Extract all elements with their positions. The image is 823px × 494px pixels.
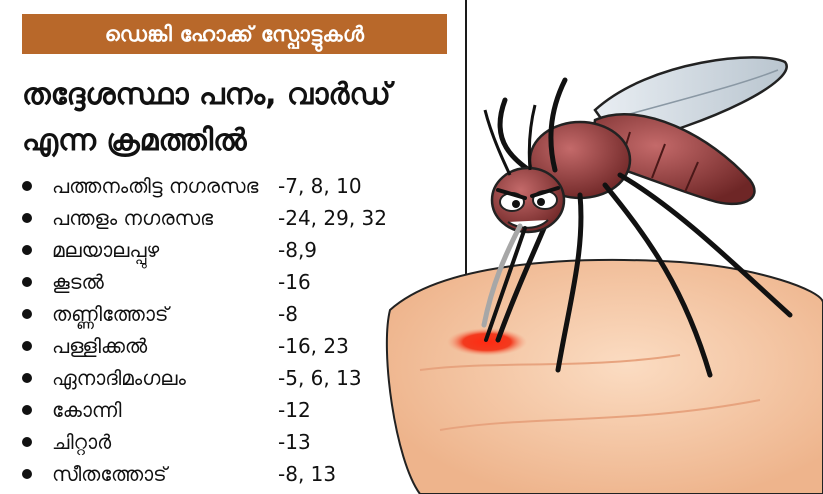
ward-numbers: -7, 8, 10 bbox=[278, 174, 362, 198]
place-name: പന്തളം നഗരസഭ bbox=[52, 206, 214, 230]
list-item: സീതത്തോട് -8, 13 bbox=[22, 458, 462, 490]
ward-numbers: -16 bbox=[278, 270, 311, 294]
heading-line-1: തദ്ദേശസ്ഥാ പനം, വാർഡ് bbox=[22, 77, 391, 112]
list-item: പള്ളിക്കൽ -16, 23 bbox=[22, 330, 462, 362]
ward-numbers: -24, 29, 32 bbox=[278, 206, 387, 230]
list-item: പത്തനംതിട്ട നഗരസഭ -7, 8, 10 bbox=[22, 170, 462, 202]
ward-numbers: -13 bbox=[278, 430, 311, 454]
banner-title: ഡെങ്കി ഹോക്ക് സ്പോട്ടുകൾ bbox=[104, 21, 365, 46]
bullet-icon bbox=[22, 309, 32, 319]
ward-numbers: -5, 6, 13 bbox=[278, 366, 362, 390]
ward-numbers: -12 bbox=[278, 398, 311, 422]
place-name: കൂടൽ bbox=[52, 270, 104, 294]
bullet-icon bbox=[22, 373, 32, 383]
list-item: പന്തളം നഗരസഭ -24, 29, 32 bbox=[22, 202, 462, 234]
list-item: ചിറ്റാർ -13 bbox=[22, 426, 462, 458]
place-name: പള്ളിക്കൽ bbox=[52, 334, 148, 358]
bullet-icon bbox=[22, 469, 32, 479]
bullet-icon bbox=[22, 277, 32, 287]
place-name: മലയാലപ്പുഴ bbox=[52, 238, 160, 262]
heading-line-2: എന്ന ക്രമത്തിൽ bbox=[22, 123, 247, 158]
ward-numbers: -16, 23 bbox=[278, 334, 349, 358]
ward-numbers: -8, 13 bbox=[278, 462, 337, 486]
bullet-icon bbox=[22, 181, 32, 191]
list-item: ഏനാദിമംഗലം -5, 6, 13 bbox=[22, 362, 462, 394]
bullet-icon bbox=[22, 405, 32, 415]
list-item: കോന്നി -12 bbox=[22, 394, 462, 426]
place-name: തണ്ണിത്തോട് bbox=[52, 302, 169, 326]
vertical-divider bbox=[465, 0, 467, 494]
ward-numbers: -8,9 bbox=[278, 238, 318, 262]
bullet-icon bbox=[22, 341, 32, 351]
hotspot-list: പത്തനംതിട്ട നഗരസഭ -7, 8, 10 പന്തളം നഗരസഭ -… bbox=[22, 170, 462, 490]
bullet-icon bbox=[22, 437, 32, 447]
place-name: ചിറ്റാർ bbox=[52, 430, 112, 454]
place-name: സീതത്തോട് bbox=[52, 462, 167, 486]
list-item: മലയാലപ്പുഴ -8,9 bbox=[22, 234, 462, 266]
place-name: കോന്നി bbox=[52, 398, 122, 422]
list-item: കൂടൽ -16 bbox=[22, 266, 462, 298]
place-name: പത്തനംതിട്ട നഗരസഭ bbox=[52, 174, 259, 198]
bullet-icon bbox=[22, 213, 32, 223]
mosquito-biting-skin-icon bbox=[385, 56, 823, 494]
header-banner: ഡെങ്കി ഹോക്ക് സ്പോട്ടുകൾ bbox=[22, 14, 447, 54]
ward-numbers: -8 bbox=[278, 302, 298, 326]
bullet-icon bbox=[22, 245, 32, 255]
list-heading: തദ്ദേശസ്ഥാ പനം, വാർഡ് എന്ന ക്രമത്തിൽ bbox=[22, 72, 462, 164]
place-name: ഏനാദിമംഗലം bbox=[52, 366, 186, 390]
list-item: തണ്ണിത്തോട് -8 bbox=[22, 298, 462, 330]
